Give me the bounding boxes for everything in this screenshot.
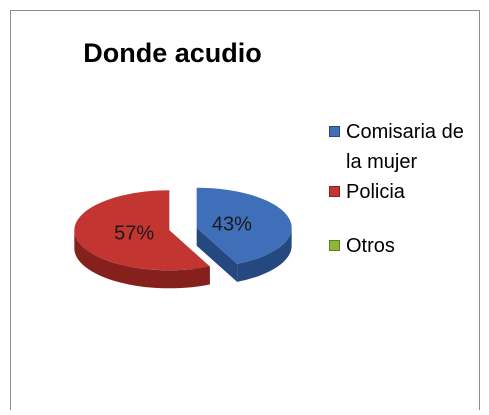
pie-labels: 43% 57% xyxy=(114,213,252,244)
pie-slice-policia xyxy=(74,190,210,271)
chart-title: Donde acudio xyxy=(83,38,262,68)
pie-cut-comisaria-1 xyxy=(196,227,238,282)
slice-label-policia: 57% xyxy=(114,223,154,245)
slice-label-comisaria: 43% xyxy=(212,213,252,235)
legend-label-policia: Policia xyxy=(346,181,405,203)
legend-label-comisaria: Comisaria de la mujer xyxy=(346,121,464,173)
legend-item-otros: Otros xyxy=(329,231,479,261)
legend-label-otros: Otros xyxy=(346,235,395,257)
legend-swatch-otros xyxy=(329,240,340,251)
legend-swatch-policia xyxy=(329,186,340,197)
pie-side-comisaria xyxy=(237,227,292,282)
legend-item-policia: Policia xyxy=(329,177,479,207)
pie-slice-comisaria xyxy=(196,187,292,264)
legend-item-comisaria: Comisaria de la mujer xyxy=(329,117,479,177)
pie-tops xyxy=(74,187,292,271)
pie-side-policia xyxy=(74,230,210,289)
legend-swatch-comisaria xyxy=(329,126,340,137)
legend: Comisaria de la mujer Policia Otros xyxy=(329,117,479,261)
